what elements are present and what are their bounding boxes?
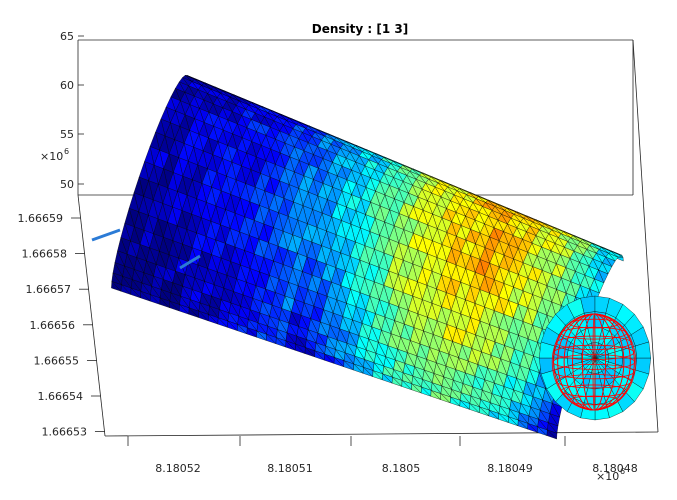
y-axis-exponent: ×10 6 — [40, 147, 69, 163]
z-tick-label: 55 — [60, 128, 74, 141]
mesh-face — [111, 281, 122, 292]
mesh-face — [149, 294, 160, 305]
mesh-face — [479, 406, 490, 417]
highlight-parallel — [560, 384, 628, 398]
highlight-wireframe — [551, 313, 637, 411]
mesh-face — [537, 426, 548, 436]
highlight-parallel — [553, 364, 635, 380]
mesh-face — [256, 330, 267, 341]
highlight-parallel — [553, 344, 635, 360]
streak — [91, 228, 121, 242]
mesh-face — [227, 320, 238, 331]
x-axis-exponent-value: 6 — [620, 467, 625, 476]
highlight-parallel — [556, 374, 632, 389]
density-mesh — [91, 74, 651, 440]
z-tick-label: 50 — [60, 178, 74, 191]
mesh-face — [469, 403, 480, 413]
mesh-face — [304, 347, 315, 358]
mesh-face — [498, 413, 509, 423]
z-axis-ticks: 65 60 55 50 — [60, 30, 84, 191]
y-tick-label: 1.66654 — [37, 390, 83, 403]
mesh-face — [246, 327, 257, 338]
highlight-parallel — [569, 395, 619, 406]
z-tick-label: 60 — [60, 79, 74, 92]
mesh-face — [488, 409, 499, 420]
mesh-face — [343, 360, 354, 371]
highlight-parallel — [556, 335, 632, 350]
y-axis-multiplier: ×10 — [40, 150, 63, 163]
mesh-face — [391, 376, 402, 387]
mesh-face — [333, 356, 344, 367]
mesh-face — [430, 390, 441, 400]
mesh-face — [188, 307, 199, 318]
mesh-face — [178, 304, 189, 315]
mesh-face — [362, 366, 373, 377]
mesh-face — [420, 386, 431, 397]
mesh-face — [120, 284, 131, 295]
chart-title: Density : [1 3] — [312, 22, 408, 36]
mesh-face — [140, 290, 151, 302]
mesh-face — [207, 314, 218, 325]
x-axis-ticks: 8.18052 8.18051 8.1805 8.18049 8.18048 — [127, 436, 638, 475]
mesh-face — [401, 380, 412, 390]
highlight-parallel — [569, 318, 619, 329]
mesh-face — [459, 399, 470, 410]
mesh-face — [275, 337, 286, 348]
y-tick-label: 1.66655 — [33, 354, 79, 367]
y-tick-label: 1.66659 — [18, 212, 64, 225]
mesh-face — [285, 340, 296, 351]
streak — [179, 254, 201, 270]
mesh-face — [517, 419, 528, 430]
highlight-parallel — [560, 326, 628, 340]
mesh-face — [266, 333, 277, 344]
mesh-face — [449, 396, 460, 407]
mesh-face — [440, 393, 451, 404]
x-tick-label: 8.18052 — [155, 462, 201, 475]
mesh-face — [169, 300, 180, 312]
mesh-face — [159, 297, 170, 308]
y-tick-label: 1.66656 — [29, 319, 75, 332]
mesh-face — [382, 373, 393, 384]
mesh-face — [314, 350, 325, 361]
mesh-face — [527, 423, 538, 433]
mesh-face — [295, 343, 306, 354]
mesh-face — [198, 310, 209, 321]
x-tick-label: 8.18051 — [267, 462, 313, 475]
axes-box-floor-front — [104, 431, 659, 437]
mesh-face — [353, 363, 364, 374]
mesh-face — [324, 353, 335, 364]
y-tick-label: 1.66658 — [22, 248, 68, 261]
mesh-face — [372, 370, 383, 381]
z-tick-label: 65 — [60, 30, 74, 43]
y-tick-label: 1.66653 — [41, 426, 87, 439]
mesh-face — [635, 341, 651, 359]
mesh-face — [217, 317, 228, 328]
x-axis-multiplier: ×10 — [596, 470, 619, 483]
y-axis-ticks: 1.66659 1.66658 1.66657 1.66656 1.66655 1.666… — [18, 212, 105, 439]
x-tick-label: 8.18048 — [592, 462, 638, 475]
y-tick-label: 1.66657 — [26, 283, 72, 296]
mesh-face — [237, 323, 248, 335]
x-tick-label: 8.18049 — [487, 462, 533, 475]
mesh-face — [130, 287, 141, 299]
x-tick-label: 8.1805 — [382, 462, 421, 475]
mesh-face — [546, 429, 557, 440]
highlight-parallel — [552, 354, 636, 370]
y-axis-exponent-value: 6 — [64, 147, 69, 156]
axes-box-right-front — [632, 39, 659, 433]
mesh-face — [508, 416, 519, 426]
x-axis-exponent: ×10 6 — [596, 467, 625, 483]
mesh-face — [411, 383, 422, 394]
